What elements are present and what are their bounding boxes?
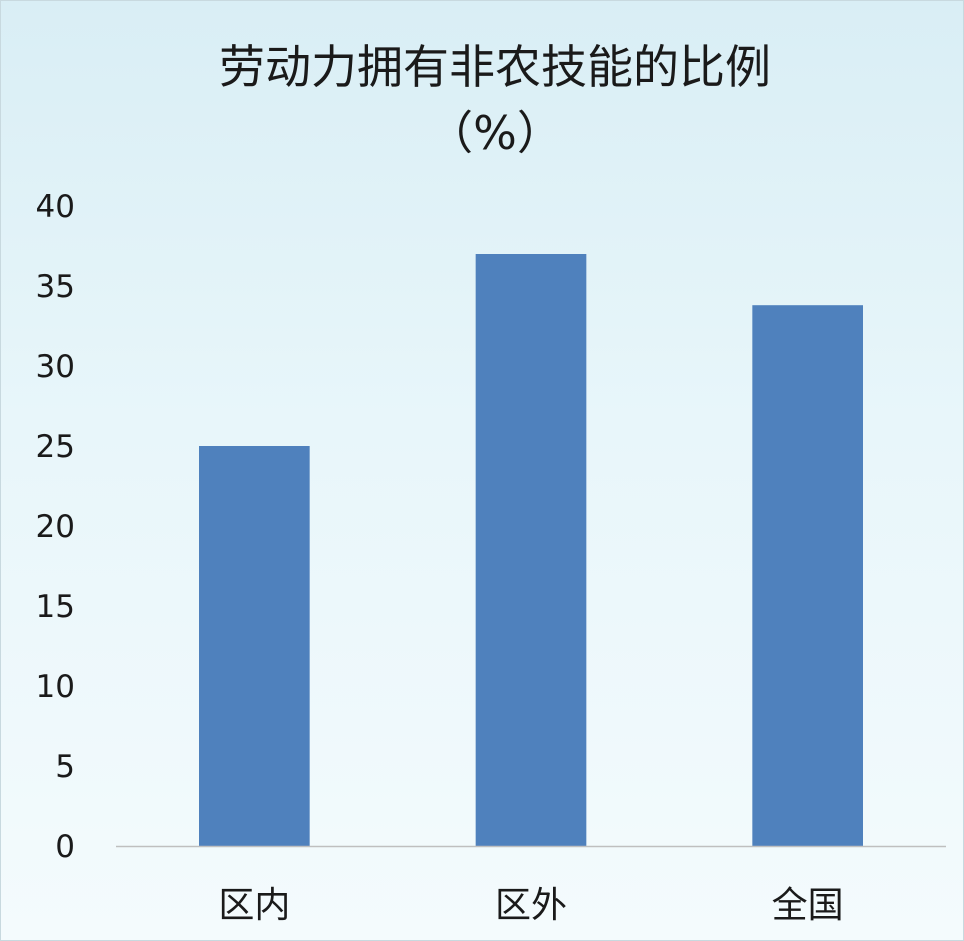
y-tick-label: 10 [36,669,75,705]
x-tick-label: 全国 [772,885,844,926]
bar [475,254,587,846]
bar [199,446,310,846]
y-tick-label: 25 [36,429,75,465]
y-tick-label: 0 [55,829,75,865]
y-tick-label: 40 [36,189,75,225]
x-tick-label: 区内 [218,885,290,926]
y-tick-label: 35 [36,269,75,305]
x-tick-label: 区外 [495,885,567,926]
y-tick-label: 30 [36,349,75,385]
bar-series [199,254,863,846]
y-tick-label: 15 [36,589,75,625]
y-tick-label: 5 [55,749,75,785]
bar [752,305,863,846]
y-axis-ticks: 0 5 10 15 20 25 30 35 40 [36,189,75,865]
chart-subtitle: （%） [427,106,563,160]
y-tick-label: 20 [36,509,75,545]
chart-title: 劳动力拥有非农技能的比例 [219,40,771,94]
x-axis-labels: 区内 区外 全国 [218,885,843,926]
